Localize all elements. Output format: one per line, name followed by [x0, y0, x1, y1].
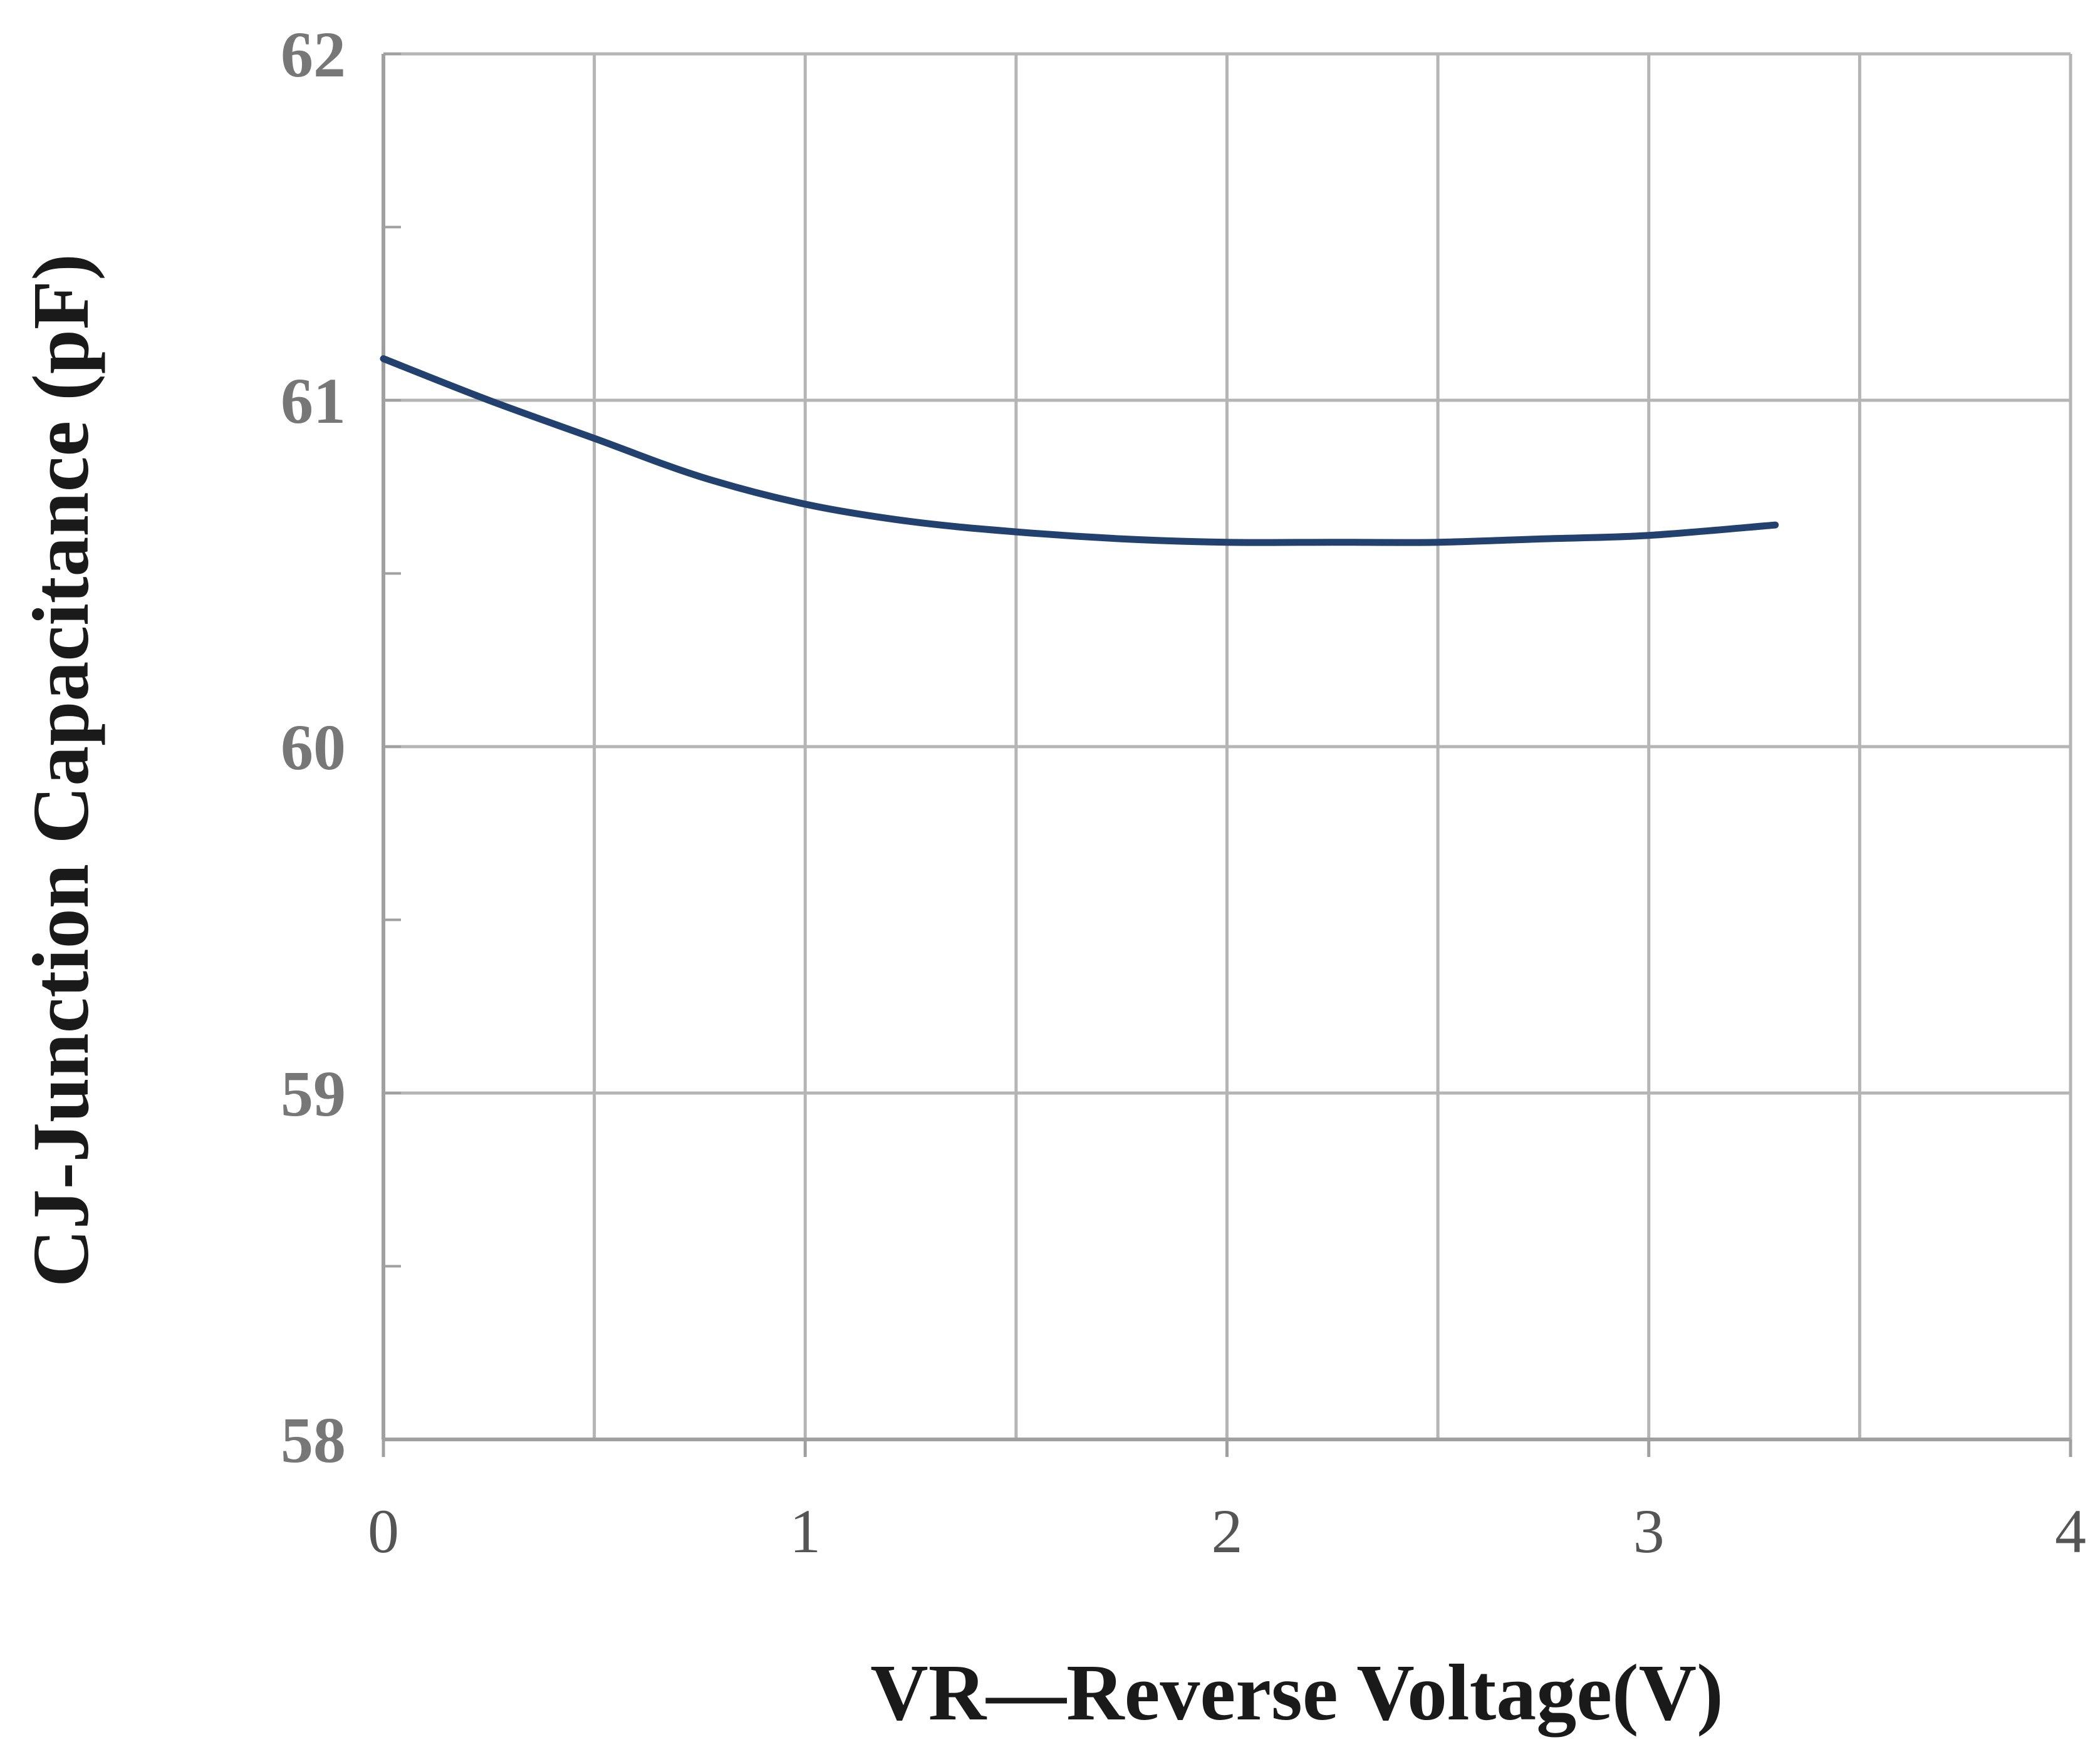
x-axis-title: VR—Reverse Voltage(V) [870, 1648, 1723, 1737]
series-layer [383, 359, 1775, 543]
series-line [383, 359, 1775, 543]
x-tick-label: 2 [1212, 1496, 1243, 1566]
y-axis-title: CJ-Junction Capacitance (pF) [16, 254, 105, 1287]
x-tick-label: 1 [789, 1496, 821, 1566]
y-tick-label: 59 [281, 1058, 346, 1130]
y-tick-label: 60 [281, 712, 346, 784]
grid [383, 54, 2071, 1439]
x-tick-label: 0 [368, 1496, 399, 1566]
x-tick-label: 4 [2055, 1496, 2086, 1566]
y-tick-label: 61 [281, 365, 346, 437]
tick-labels: 58 59 60 61 62 0 1 2 3 4 [281, 19, 2086, 1566]
y-tick-label: 62 [281, 19, 346, 91]
y-tick-label: 58 [281, 1404, 346, 1476]
x-tick-label: 3 [1633, 1496, 1665, 1566]
